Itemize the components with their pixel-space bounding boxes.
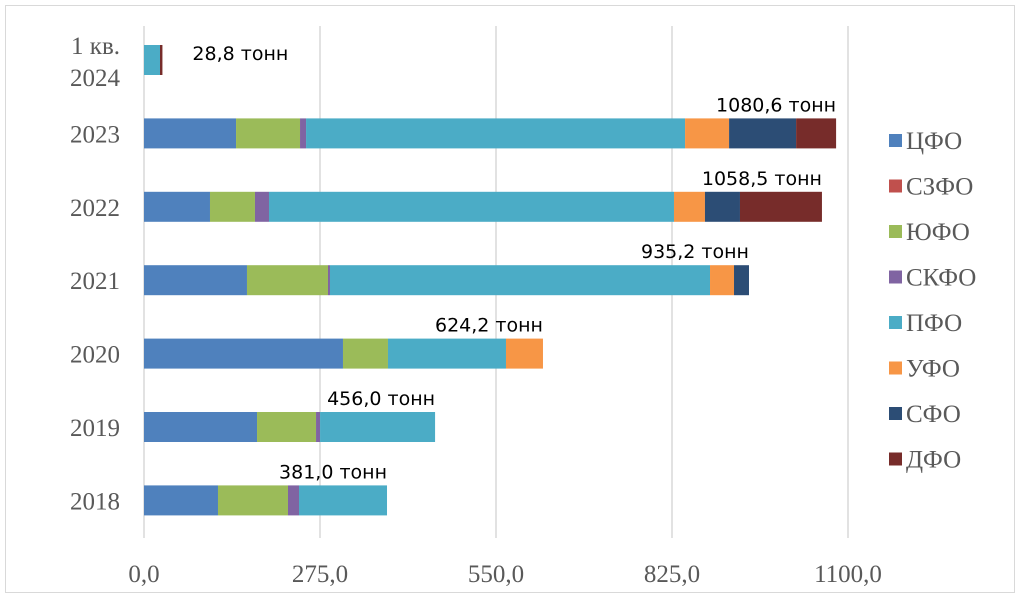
bar-segment	[673, 191, 705, 222]
legend-item[interactable]: ПФО	[889, 310, 962, 337]
bar-group	[144, 485, 388, 516]
bar-segment	[300, 118, 307, 149]
bar-segment	[144, 265, 247, 296]
legend-item[interactable]: ЮФО	[889, 219, 970, 246]
total-data-label: 935,2 тонн	[641, 241, 749, 263]
bar-group	[144, 45, 163, 75]
legend-label: ЦФО	[906, 128, 962, 155]
bar-group	[144, 338, 543, 369]
bar-segment	[306, 118, 686, 149]
value-axis: 0,0 275,0 550,0 825,0 1100,0	[128, 561, 882, 588]
bar-segment	[209, 191, 255, 222]
bar-segment	[387, 338, 506, 369]
bar-segment	[704, 191, 740, 222]
category-label: 2024	[70, 65, 121, 92]
legend-swatch	[889, 407, 902, 420]
bar-segment	[160, 45, 163, 75]
category-axis: 1 кв. 2024 2023 2022 2021 2020 2019 2018	[70, 33, 121, 515]
bar-segment	[257, 412, 317, 442]
legend-label: СФО	[906, 401, 961, 428]
bar-segment	[734, 265, 749, 296]
bar-segment	[316, 412, 321, 442]
bar-segment	[144, 191, 210, 222]
legend-item[interactable]: ЦФО	[889, 128, 962, 155]
bar-segment	[320, 412, 436, 442]
legend[interactable]: ЦФО СЗФО ЮФО СКФО ПФО УФО СФО ДФО	[889, 128, 976, 474]
bar-segment	[739, 191, 822, 222]
legend-label: УФО	[906, 356, 960, 383]
bars	[144, 45, 837, 516]
bar-segment	[729, 118, 797, 149]
bar-segment	[710, 265, 735, 296]
legend-swatch	[889, 270, 902, 284]
legend-swatch	[889, 225, 902, 238]
category-label: 2023	[70, 121, 120, 148]
bar-group	[144, 118, 837, 149]
legend-label: ДФО	[906, 447, 961, 474]
bar-segment	[685, 118, 730, 149]
bar-group	[144, 412, 436, 442]
legend-swatch	[889, 316, 902, 329]
total-data-label: 1058,5 тонн	[702, 168, 822, 190]
x-tick-label: 0,0	[128, 561, 159, 588]
bar-segment	[299, 485, 388, 516]
bar-segment	[328, 265, 330, 296]
total-data-label: 381,0 тонн	[279, 461, 387, 483]
legend-label: ПФО	[906, 310, 962, 337]
bar-group	[144, 191, 822, 222]
total-data-label: 624,2 тонн	[435, 315, 543, 337]
bar-segment	[144, 338, 343, 369]
bar-segment	[268, 191, 674, 222]
category-label: 2022	[70, 195, 120, 222]
x-tick-label: 550,0	[468, 561, 524, 588]
x-tick-label: 275,0	[292, 561, 348, 588]
bar-segment	[144, 45, 160, 75]
bar-segment	[144, 412, 258, 442]
total-data-label: 1080,6 тонн	[716, 94, 836, 116]
x-tick-label: 1100,0	[814, 561, 882, 588]
bar-segment	[217, 485, 288, 516]
legend-item[interactable]: СЗФО	[889, 174, 973, 201]
category-label: 1 кв.	[71, 33, 120, 60]
bar-segment	[288, 485, 300, 516]
category-label: 2018	[70, 488, 120, 515]
x-tick-label: 825,0	[644, 561, 700, 588]
category-label: 2019	[70, 415, 120, 442]
category-label: 2021	[70, 268, 120, 295]
total-data-label: 28,8 тонн	[192, 43, 288, 65]
legend-item[interactable]: УФО	[889, 356, 960, 383]
legend-label: ЮФО	[906, 219, 970, 246]
legend-item[interactable]: ДФО	[889, 447, 961, 474]
category-label: 2020	[70, 342, 120, 369]
bar-segment	[236, 118, 301, 149]
legend-item[interactable]: СФО	[889, 401, 961, 428]
bar-group	[144, 265, 749, 296]
bar-segment	[505, 338, 543, 369]
legend-swatch	[889, 452, 902, 466]
legend-swatch	[889, 134, 902, 147]
bar-segment	[342, 338, 388, 369]
legend-label: СКФО	[906, 265, 976, 292]
bar-segment	[144, 485, 218, 516]
data-labels: 28,8 тонн 1080,6 тонн 1058,5 тонн 935,2 тон…	[192, 43, 836, 483]
bar-segment	[796, 118, 837, 149]
bar-segment	[329, 265, 711, 296]
bar-segment	[254, 191, 269, 222]
total-data-label: 456,0 тонн	[327, 388, 435, 410]
bar-segment	[144, 118, 237, 149]
legend-swatch	[889, 179, 902, 193]
legend-item[interactable]: СКФО	[889, 265, 976, 292]
legend-label: СЗФО	[906, 174, 973, 201]
legend-swatch	[889, 361, 902, 375]
bar-segment	[246, 265, 328, 296]
